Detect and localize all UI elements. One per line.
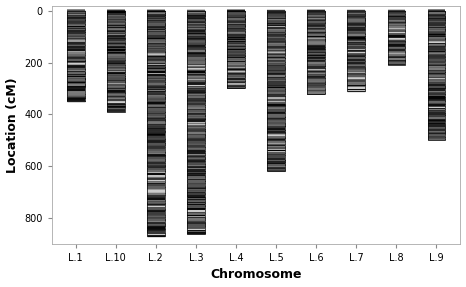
- Bar: [388, 11, 405, 65]
- Bar: [308, 11, 325, 94]
- Y-axis label: Location (cM): Location (cM): [6, 77, 19, 172]
- Bar: [67, 11, 84, 101]
- Bar: [267, 11, 285, 171]
- Bar: [348, 11, 365, 91]
- Bar: [428, 11, 445, 140]
- Bar: [187, 11, 205, 234]
- X-axis label: Chromosome: Chromosome: [210, 268, 302, 282]
- Bar: [107, 11, 124, 112]
- Bar: [147, 11, 164, 236]
- Bar: [227, 11, 245, 88]
